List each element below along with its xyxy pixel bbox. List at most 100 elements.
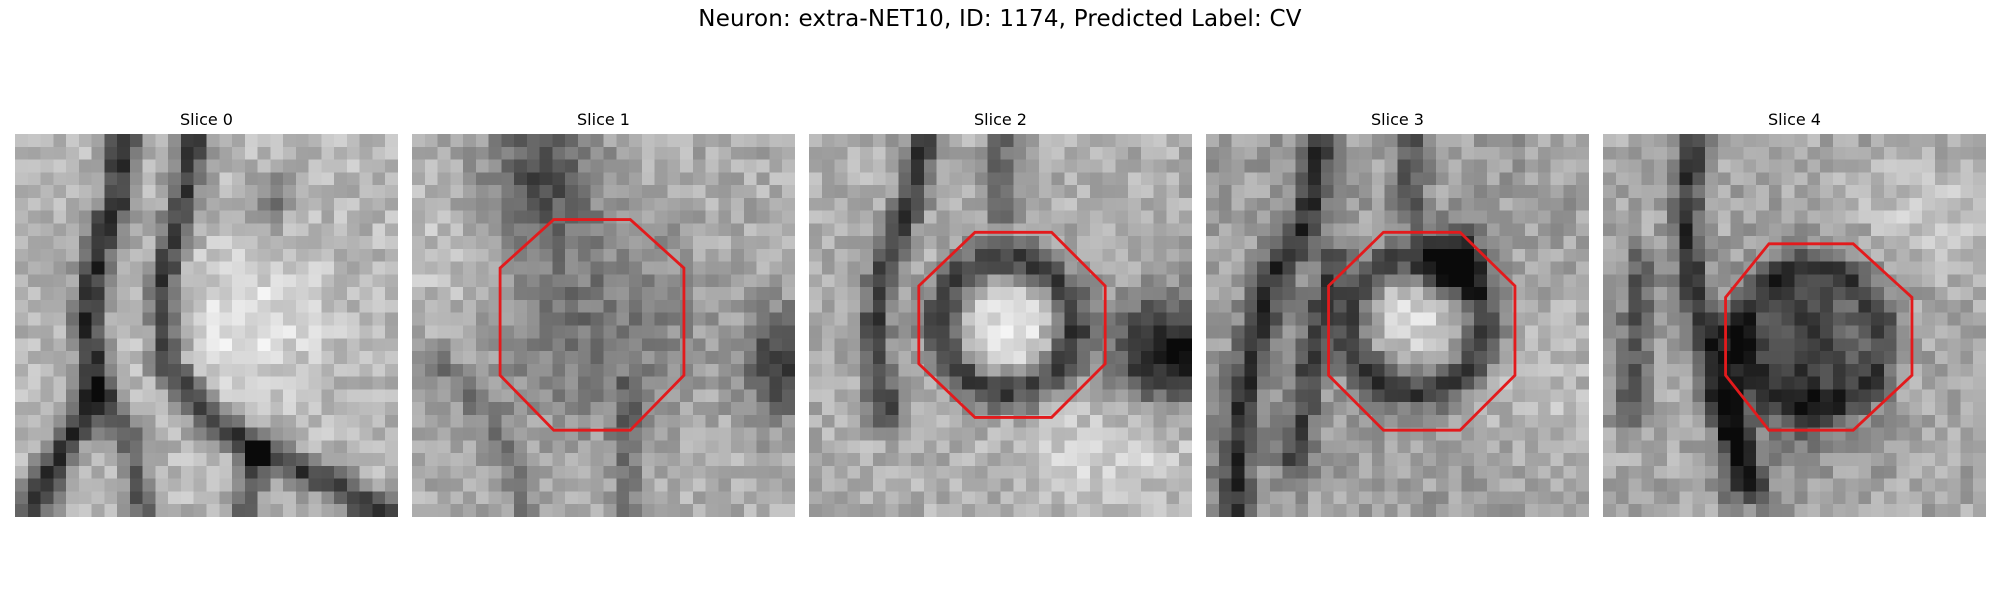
pixel (1705, 134, 1719, 148)
pixel (1486, 248, 1500, 262)
pixel (1064, 312, 1078, 326)
pixel (1038, 299, 1052, 313)
pixel (1359, 440, 1373, 454)
pixel (514, 478, 528, 492)
pixel (1973, 453, 1986, 467)
pixel (1858, 197, 1872, 211)
pixel (1705, 248, 1719, 262)
pixel (334, 185, 348, 199)
pixel (104, 299, 118, 313)
pixel (705, 363, 719, 377)
pixel (1768, 261, 1782, 275)
pixel (321, 185, 335, 199)
pixel (1871, 478, 1885, 492)
pixel (180, 478, 194, 492)
slice-panel: Slice 2 (809, 108, 1192, 517)
pixel (1140, 312, 1154, 326)
pixel (1257, 274, 1271, 288)
pixel (206, 491, 220, 505)
pixel (987, 197, 1001, 211)
pixel (590, 389, 604, 403)
pixel (1922, 389, 1936, 403)
pixel (168, 312, 182, 326)
pixel (257, 325, 271, 339)
pixel (821, 414, 835, 428)
pixel (590, 363, 604, 377)
pixel (731, 478, 745, 492)
pixel (936, 351, 950, 365)
pixel (1089, 197, 1103, 211)
pixel (1603, 440, 1617, 454)
pixel (821, 504, 835, 517)
pixel (962, 210, 976, 224)
pixel (731, 376, 745, 390)
pixel (1576, 363, 1589, 377)
pixel (782, 504, 795, 517)
pixel (295, 363, 309, 377)
pixel (1140, 248, 1154, 262)
pixel (1781, 274, 1795, 288)
pixel (1295, 376, 1309, 390)
pixel (743, 274, 757, 288)
pixel (283, 453, 297, 467)
pixel (1397, 210, 1411, 224)
pixel (1295, 223, 1309, 237)
pixel (923, 134, 937, 148)
pixel (1486, 478, 1500, 492)
pixel (424, 146, 438, 160)
pixel (526, 312, 540, 326)
pixel (1077, 465, 1091, 479)
pixel (232, 287, 246, 301)
pixel (1128, 465, 1142, 479)
pixel (974, 134, 988, 148)
pixel (244, 287, 258, 301)
pixel (270, 261, 284, 275)
pixel (1781, 351, 1795, 365)
pixel (270, 389, 284, 403)
pixel (27, 210, 41, 224)
pixel (501, 338, 515, 352)
pixel (898, 287, 912, 301)
pixel (1550, 440, 1564, 454)
pixel (872, 261, 886, 275)
pixel (1064, 261, 1078, 275)
pixel (1666, 414, 1680, 428)
pixel (590, 338, 604, 352)
pixel (1883, 172, 1897, 186)
pixel (1934, 376, 1948, 390)
pixel (1153, 453, 1167, 467)
pixel (1730, 338, 1744, 352)
pixel (1628, 159, 1642, 173)
pixel (117, 185, 131, 199)
pixel (1563, 491, 1577, 505)
pixel (180, 197, 194, 211)
pixel (283, 440, 297, 454)
pixel (1435, 223, 1449, 237)
pixel (1282, 376, 1296, 390)
pixel (1679, 363, 1693, 377)
pixel (1743, 351, 1757, 365)
pixel (1781, 223, 1795, 237)
pixel (667, 159, 681, 173)
pixel (1832, 402, 1846, 416)
pixel (1064, 248, 1078, 262)
pixel (1153, 299, 1167, 313)
pixel (321, 453, 335, 467)
pixel (1705, 504, 1719, 517)
pixel (1384, 236, 1398, 250)
pixel (1320, 236, 1334, 250)
pixel (488, 363, 502, 377)
pixel (346, 389, 360, 403)
pixel (1218, 453, 1232, 467)
pixel (1218, 287, 1232, 301)
pixel (911, 134, 925, 148)
pixel (782, 134, 795, 148)
pixel (1218, 146, 1232, 160)
pixel (437, 261, 451, 275)
pixel (1845, 440, 1859, 454)
pixel (117, 351, 131, 365)
pixel (1064, 478, 1078, 492)
pixel (654, 223, 668, 237)
pixel (91, 248, 105, 262)
pixel (718, 453, 732, 467)
